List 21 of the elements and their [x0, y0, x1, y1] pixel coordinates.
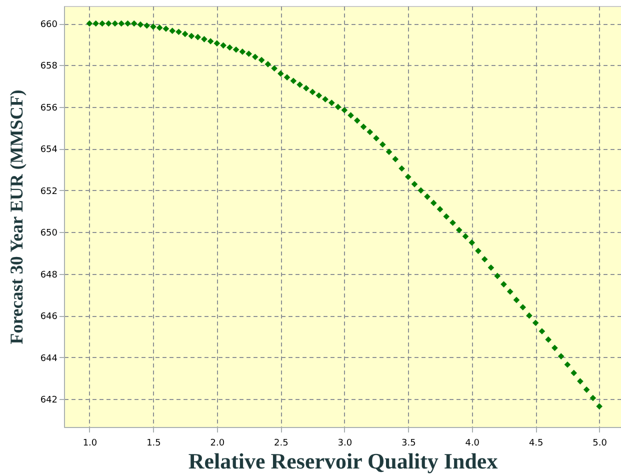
y-tick-label: 646 [40, 312, 58, 322]
y-tick-label: 650 [40, 228, 58, 239]
x-tick-label: 2.0 [210, 438, 225, 448]
x-tick-label: 1.0 [82, 438, 98, 448]
y-tick-label: 644 [40, 354, 58, 364]
x-tick-label: 3.0 [338, 438, 352, 448]
y-tick-label: 642 [40, 396, 58, 406]
y-tick-label: 648 [40, 270, 58, 280]
x-tick-label: 4.0 [465, 438, 480, 448]
y-tick-label: 658 [40, 62, 58, 72]
x-tick-label: 3.5 [401, 438, 416, 448]
x-tick-label: 2.5 [274, 438, 288, 448]
y-axis-title: Forecast 30 Year EUR (MMSCF) [6, 90, 26, 344]
y-tick-label: 656 [40, 103, 58, 114]
x-tick-label: 1.5 [146, 438, 161, 448]
y-tick-label: 660 [40, 20, 58, 30]
x-tick-label: 5.0 [592, 438, 608, 448]
y-tick-label: 654 [40, 145, 58, 156]
x-tick-label: 4.5 [528, 438, 544, 448]
y-tick-label: 652 [40, 186, 58, 197]
x-axis-title: Relative Reservoir Quality Index [188, 448, 498, 474]
